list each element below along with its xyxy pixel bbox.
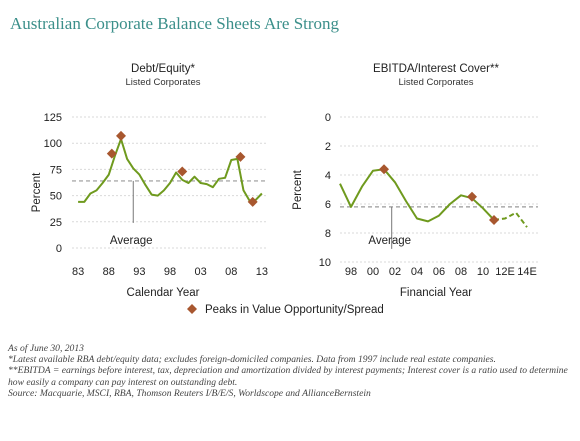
de-xtick-label: 93: [133, 266, 145, 278]
de-peak-marker: [235, 151, 246, 162]
de-ytick-label: 125: [44, 112, 62, 124]
de-average-label: Average: [110, 235, 153, 247]
de-ytick-label: 25: [50, 217, 62, 229]
page-title: Australian Corporate Balance Sheets Are …: [10, 14, 340, 33]
footnote-date: As of June 30, 2013: [8, 343, 84, 354]
footnotes: As of June 30, 2013 *Latest available RB…: [8, 343, 573, 399]
de-ytick-label: 75: [50, 164, 62, 176]
footnote-ebitda: **EBITDA = earnings before interest, tax…: [8, 365, 568, 388]
ic-peak-marker: [467, 191, 477, 202]
ic-chart-title: EBITDA/Interest Cover**: [373, 63, 499, 75]
footnote-source: Source: Macquarie, MSCI, RBA, Thomson Re…: [8, 387, 371, 399]
ic-ytick-label: 6: [325, 199, 331, 211]
ic-ytick-label: 2: [325, 141, 331, 153]
de-ytick-label: 50: [50, 191, 62, 203]
ic-ytick-label: 4: [325, 170, 331, 182]
ic-xtick-label: 14E: [517, 266, 537, 278]
de-xlabel: Calendar Year: [127, 287, 200, 299]
ic-average-label: Average: [368, 235, 411, 247]
de-xtick-label: 83: [72, 266, 84, 278]
ic-xtick-label: 08: [455, 266, 467, 278]
de-peak-marker: [106, 148, 117, 159]
de-xtick-label: 88: [103, 266, 115, 278]
legend-diamond-icon: [187, 304, 197, 314]
ic-peak-marker: [379, 164, 389, 175]
ic-ytick-label: 0: [325, 112, 331, 124]
de-xtick-label: 98: [164, 266, 176, 278]
footnote-debt-equity: *Latest available RBA debt/equity data; …: [8, 354, 496, 366]
ic-ytick-label: 8: [325, 228, 331, 240]
de-peak-marker: [247, 196, 258, 207]
de-peak-marker: [116, 130, 126, 141]
ic-xtick-label: 04: [411, 266, 423, 278]
de-xtick-label: 08: [225, 266, 237, 278]
ic-ytick-label: 10: [319, 257, 331, 269]
ic-ylabel: Percent: [292, 169, 304, 209]
de-ytick-label: 0: [56, 243, 62, 255]
ic-series-line-estimate: [493, 211, 528, 228]
de-chart-subtitle: Listed Corporates: [126, 77, 201, 88]
de-peak-marker: [177, 166, 188, 177]
de-ytick-label: 100: [44, 138, 62, 150]
legend-label: Peaks in Value Opportunity/Spread: [205, 304, 384, 316]
de-series-line: [78, 138, 263, 203]
ic-xtick-label: 98: [345, 266, 357, 278]
ic-chart-subtitle: Listed Corporates: [399, 77, 474, 88]
ic-xtick-label: 06: [433, 266, 445, 278]
de-xtick-label: 13: [256, 266, 268, 278]
ic-xtick-label: 10: [477, 266, 489, 278]
de-xtick-label: 03: [195, 266, 207, 278]
ic-xtick-label: 02: [389, 266, 401, 278]
de-ylabel: Percent: [31, 172, 43, 212]
de-chart-title: Debt/Equity*: [131, 63, 195, 75]
ic-xtick-label: 00: [367, 266, 379, 278]
ic-xlabel: Financial Year: [400, 287, 472, 299]
ic-peak-marker: [489, 214, 499, 225]
ic-xtick-label: 12E: [495, 266, 515, 278]
